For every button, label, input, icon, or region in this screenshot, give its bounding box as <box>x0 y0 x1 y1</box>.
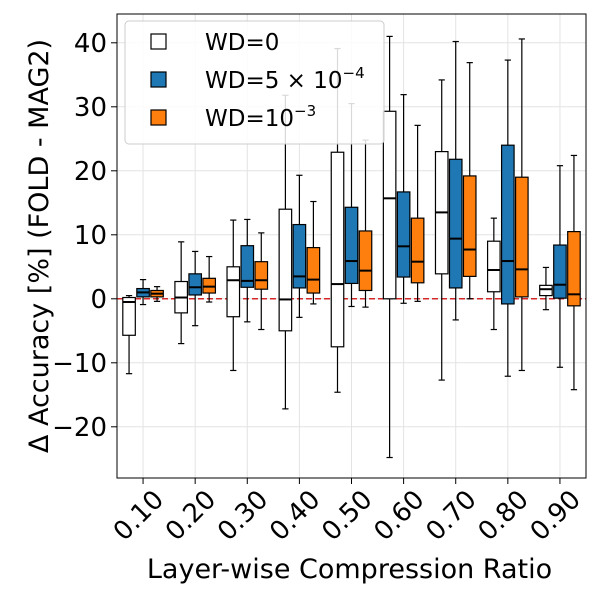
box <box>240 245 255 288</box>
y-tick-label: 0 <box>90 285 107 315</box>
box <box>462 175 477 278</box>
y-axis-title: Δ Accuracy [%] (FOLD - MAG2) <box>24 39 55 453</box>
x-axis-title: Layer-wise Compression Ratio <box>147 554 552 585</box>
y-tick-label: −20 <box>52 413 107 443</box>
legend-swatch <box>150 71 167 88</box>
y-tick-label: 40 <box>74 29 107 59</box>
box <box>500 144 515 305</box>
box <box>514 176 529 298</box>
legend-exponent: −4 <box>343 64 365 82</box>
box <box>306 247 321 294</box>
box <box>567 231 581 307</box>
legend-label: WD=5 × 10−4 <box>205 64 365 94</box>
box <box>553 244 567 299</box>
box <box>330 151 345 348</box>
legend-swatch <box>150 33 167 50</box>
box <box>344 206 359 285</box>
y-tick-label: 30 <box>74 93 107 123</box>
box <box>358 230 373 292</box>
legend-exponent: −3 <box>294 102 316 120</box>
box <box>254 261 269 290</box>
box <box>486 240 501 293</box>
box-layer <box>122 35 581 459</box>
box <box>448 158 463 289</box>
box <box>122 296 136 336</box>
box <box>278 208 293 332</box>
y-tick-label: 20 <box>74 157 107 187</box>
box <box>292 223 307 289</box>
box <box>396 191 411 278</box>
box <box>410 217 425 284</box>
legend: WD=0WD=5 × 10−4WD=10−3 <box>124 20 385 145</box>
y-tick-label: −10 <box>52 349 107 379</box>
series-0-boxes <box>122 35 553 459</box>
series-1-boxes <box>136 40 567 377</box>
legend-label: WD=0 <box>205 30 279 56</box>
box <box>382 110 397 300</box>
box <box>539 284 553 297</box>
box <box>188 273 203 296</box>
legend-frame <box>124 20 385 145</box>
y-tick-label: 10 <box>74 221 107 251</box>
series-2-boxes <box>150 38 581 391</box>
box <box>226 266 241 318</box>
legend-swatch <box>150 109 167 126</box>
